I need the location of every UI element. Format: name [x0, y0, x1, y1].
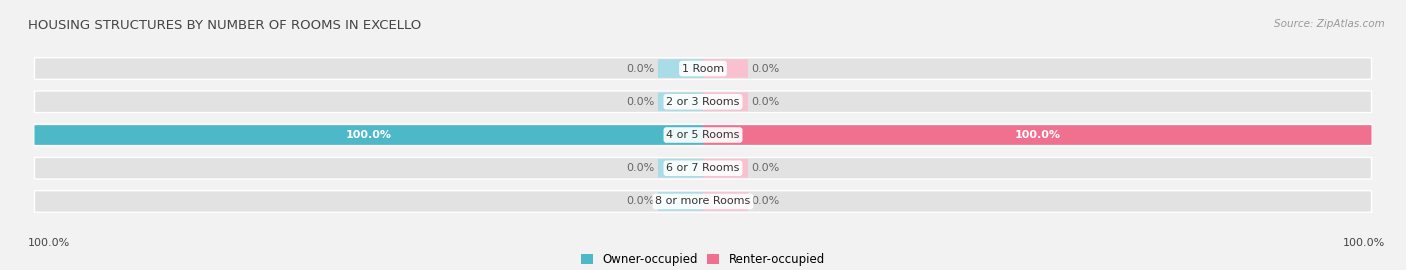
Text: 8 or more Rooms: 8 or more Rooms	[655, 197, 751, 207]
FancyBboxPatch shape	[35, 91, 1371, 113]
Text: 100.0%: 100.0%	[346, 130, 392, 140]
FancyBboxPatch shape	[35, 124, 1371, 146]
Text: 0.0%: 0.0%	[627, 97, 655, 107]
FancyBboxPatch shape	[703, 159, 748, 178]
FancyBboxPatch shape	[658, 159, 703, 178]
FancyBboxPatch shape	[658, 192, 703, 211]
Text: 0.0%: 0.0%	[751, 197, 779, 207]
Text: 100.0%: 100.0%	[28, 238, 70, 248]
Text: Source: ZipAtlas.com: Source: ZipAtlas.com	[1274, 19, 1385, 29]
Text: 0.0%: 0.0%	[627, 63, 655, 73]
FancyBboxPatch shape	[35, 125, 703, 145]
FancyBboxPatch shape	[35, 191, 1371, 212]
FancyBboxPatch shape	[703, 125, 1371, 145]
Text: 1 Room: 1 Room	[682, 63, 724, 73]
FancyBboxPatch shape	[703, 59, 748, 78]
Text: 100.0%: 100.0%	[1343, 238, 1385, 248]
FancyBboxPatch shape	[35, 58, 1371, 79]
Text: 4 or 5 Rooms: 4 or 5 Rooms	[666, 130, 740, 140]
FancyBboxPatch shape	[35, 157, 1371, 179]
Text: 0.0%: 0.0%	[627, 197, 655, 207]
Text: 0.0%: 0.0%	[751, 63, 779, 73]
Text: 2 or 3 Rooms: 2 or 3 Rooms	[666, 97, 740, 107]
Text: 0.0%: 0.0%	[751, 163, 779, 173]
Text: HOUSING STRUCTURES BY NUMBER OF ROOMS IN EXCELLO: HOUSING STRUCTURES BY NUMBER OF ROOMS IN…	[28, 19, 422, 32]
FancyBboxPatch shape	[703, 192, 748, 211]
Text: 0.0%: 0.0%	[627, 163, 655, 173]
FancyBboxPatch shape	[658, 59, 703, 78]
Legend: Owner-occupied, Renter-occupied: Owner-occupied, Renter-occupied	[576, 248, 830, 270]
Text: 0.0%: 0.0%	[751, 97, 779, 107]
FancyBboxPatch shape	[658, 92, 703, 111]
FancyBboxPatch shape	[703, 92, 748, 111]
Text: 6 or 7 Rooms: 6 or 7 Rooms	[666, 163, 740, 173]
Text: 100.0%: 100.0%	[1014, 130, 1060, 140]
